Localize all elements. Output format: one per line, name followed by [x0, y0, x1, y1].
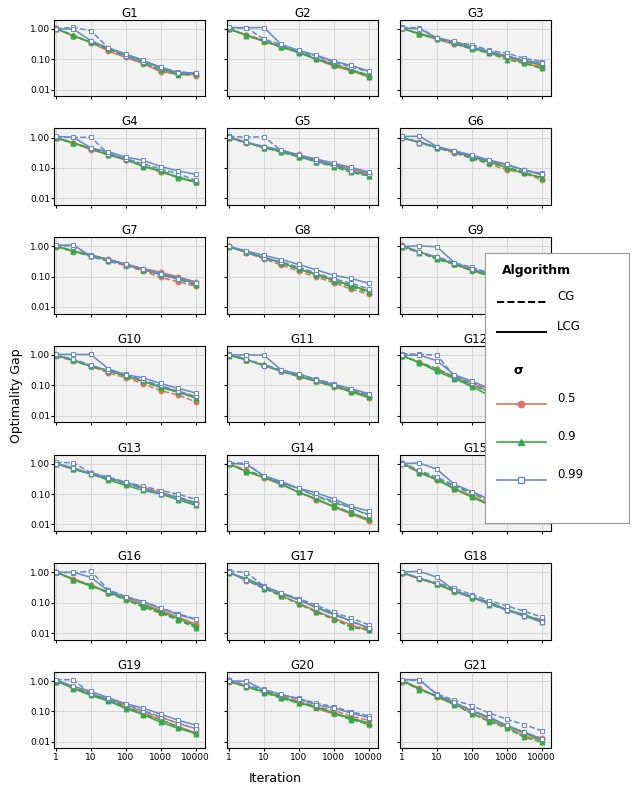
Title: G8: G8 — [294, 224, 310, 237]
Text: 0.9: 0.9 — [557, 430, 576, 443]
Text: Algorithm: Algorithm — [502, 265, 572, 277]
Title: G4: G4 — [121, 116, 138, 128]
Title: G9: G9 — [467, 224, 484, 237]
Title: G20: G20 — [291, 659, 314, 672]
Text: σ: σ — [514, 364, 524, 377]
Title: G18: G18 — [463, 550, 488, 563]
Title: G1: G1 — [121, 7, 138, 20]
Title: G11: G11 — [291, 333, 314, 346]
Title: G19: G19 — [117, 659, 141, 672]
Title: G21: G21 — [463, 659, 488, 672]
Title: G16: G16 — [117, 550, 141, 563]
Title: G6: G6 — [467, 116, 484, 128]
Title: G12: G12 — [463, 333, 488, 346]
Text: 0.5: 0.5 — [557, 392, 575, 406]
Title: G2: G2 — [294, 7, 311, 20]
Title: G3: G3 — [467, 7, 484, 20]
Text: LCG: LCG — [557, 320, 581, 333]
Title: G10: G10 — [118, 333, 141, 346]
Text: Optimality Gap: Optimality Gap — [10, 348, 22, 444]
Title: G15: G15 — [463, 441, 488, 455]
Title: G5: G5 — [294, 116, 310, 128]
Title: G14: G14 — [291, 441, 314, 455]
Title: G7: G7 — [121, 224, 138, 237]
Text: Iteration: Iteration — [249, 772, 301, 786]
Text: CG: CG — [557, 290, 575, 303]
Title: G17: G17 — [291, 550, 314, 563]
Text: 0.99: 0.99 — [557, 468, 583, 481]
Title: G13: G13 — [118, 441, 141, 455]
